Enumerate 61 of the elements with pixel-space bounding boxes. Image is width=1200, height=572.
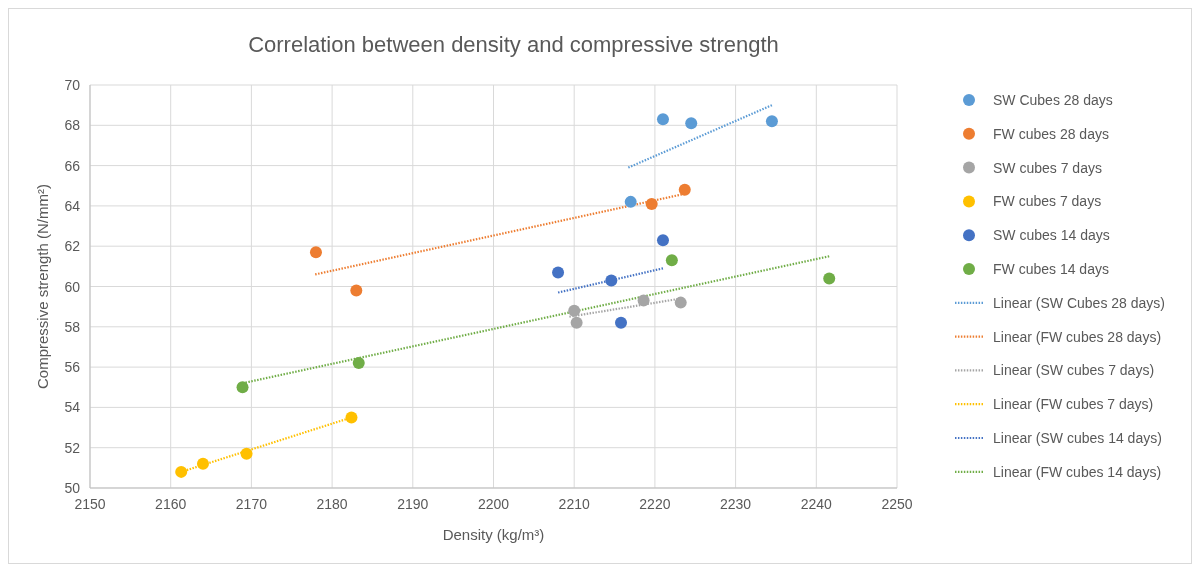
point xyxy=(568,304,581,317)
y-tick-label: 68 xyxy=(64,117,81,134)
point xyxy=(240,447,253,460)
y-tick-label: 64 xyxy=(64,197,81,214)
x-tick-label: 2170 xyxy=(235,496,268,512)
x-tick-label: 2210 xyxy=(558,496,590,512)
point xyxy=(656,113,669,126)
point xyxy=(645,197,658,210)
y-tick-label: 58 xyxy=(64,318,81,335)
point xyxy=(175,465,188,478)
point xyxy=(637,294,650,307)
x-tick-label: 2200 xyxy=(477,496,510,512)
x-tick-label: 2250 xyxy=(881,496,913,512)
x-tick-label: 2190 xyxy=(397,496,429,512)
legend-label: SW cubes 14 days xyxy=(993,227,1110,244)
legend-label: Linear (FW cubes 14 days) xyxy=(993,463,1162,480)
x-tick-label: 2220 xyxy=(639,496,671,512)
legend-label: Linear (SW Cubes 28 days) xyxy=(993,294,1165,311)
point xyxy=(656,234,669,247)
point xyxy=(345,411,358,424)
y-tick-label: 52 xyxy=(64,439,81,456)
point xyxy=(624,195,637,208)
x-tick-label: 2230 xyxy=(720,496,752,512)
y-tick-label: 56 xyxy=(64,359,81,376)
x-axis-title: Density (kg/m³) xyxy=(442,526,545,543)
legend-label: Linear (SW cubes 14 days) xyxy=(993,430,1162,446)
point xyxy=(352,357,365,370)
y-tick-label: 54 xyxy=(64,399,81,416)
y-tick-label: 60 xyxy=(64,278,81,295)
legend-label: Linear (FW cubes 28 days) xyxy=(993,328,1162,345)
legend-label: SW cubes 7 days xyxy=(993,159,1102,176)
x-tick-label: 2150 xyxy=(74,496,106,512)
point xyxy=(678,183,691,196)
legend-label: FW cubes 28 days xyxy=(993,125,1109,142)
point xyxy=(350,284,363,297)
point xyxy=(615,316,628,329)
point xyxy=(552,266,565,279)
y-axis-title: Compressive strength (N/mm²) xyxy=(34,183,51,390)
point xyxy=(309,246,322,259)
point xyxy=(765,115,778,128)
point xyxy=(685,117,698,130)
point xyxy=(674,296,687,309)
point xyxy=(236,381,249,394)
point xyxy=(570,316,583,329)
chart-title: Correlation between density and compressive strength xyxy=(248,32,779,57)
legend-label: Linear (FW cubes 7 days) xyxy=(993,396,1154,413)
point xyxy=(605,274,618,287)
y-tick-label: 70 xyxy=(64,77,81,93)
legend-label: FW cubes 14 days xyxy=(993,261,1109,277)
legend-label: FW cubes 7 days xyxy=(993,193,1102,210)
point xyxy=(823,272,836,285)
point xyxy=(196,457,209,470)
x-tick-label: 2160 xyxy=(155,496,187,512)
y-tick-label: 50 xyxy=(64,480,81,496)
x-tick-label: 2240 xyxy=(800,496,833,512)
legend-label: Linear (SW cubes 7 days) xyxy=(993,362,1155,379)
legend-label: SW Cubes 28 days xyxy=(993,92,1113,108)
point xyxy=(665,254,678,267)
y-tick-label: 62 xyxy=(64,238,81,255)
x-tick-label: 2180 xyxy=(316,496,348,512)
y-tick-label: 66 xyxy=(64,157,81,174)
